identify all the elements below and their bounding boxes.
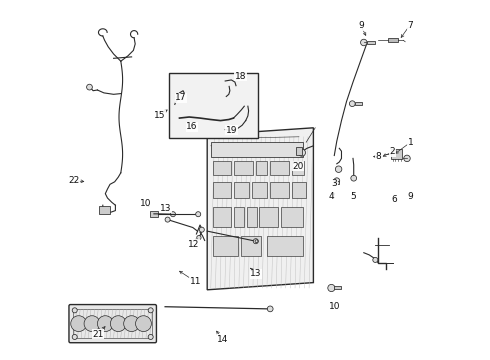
- Circle shape: [268, 306, 273, 312]
- Bar: [247, 207, 257, 227]
- Bar: [391, 149, 402, 159]
- Circle shape: [226, 128, 231, 133]
- Bar: [270, 161, 289, 175]
- Circle shape: [172, 103, 177, 108]
- Bar: [259, 207, 278, 227]
- Circle shape: [404, 155, 410, 162]
- Bar: [270, 182, 289, 198]
- Bar: [213, 182, 231, 198]
- Circle shape: [72, 308, 77, 313]
- Bar: [213, 207, 231, 227]
- Text: 22: 22: [69, 176, 80, 185]
- Circle shape: [349, 101, 355, 107]
- Bar: [256, 161, 267, 175]
- Bar: [242, 236, 261, 256]
- Text: 13: 13: [250, 269, 262, 278]
- Bar: [234, 161, 253, 175]
- Circle shape: [218, 116, 223, 121]
- Circle shape: [196, 212, 201, 217]
- Circle shape: [136, 316, 151, 332]
- Text: 4: 4: [329, 192, 334, 201]
- Circle shape: [361, 39, 367, 46]
- Text: 20: 20: [293, 162, 304, 171]
- FancyBboxPatch shape: [69, 305, 156, 343]
- Circle shape: [253, 239, 258, 244]
- Circle shape: [255, 240, 258, 243]
- Bar: [99, 206, 110, 214]
- Circle shape: [328, 284, 335, 292]
- Bar: [74, 309, 152, 338]
- Circle shape: [179, 114, 185, 120]
- Text: 15: 15: [153, 111, 165, 120]
- Bar: [213, 161, 231, 175]
- Text: 10: 10: [140, 199, 152, 208]
- Text: 16: 16: [186, 122, 197, 131]
- Circle shape: [197, 235, 201, 240]
- Bar: [267, 236, 303, 256]
- Text: 21: 21: [93, 330, 104, 338]
- Circle shape: [148, 334, 153, 339]
- Circle shape: [298, 149, 305, 156]
- Circle shape: [98, 316, 113, 332]
- Bar: [296, 147, 302, 155]
- Text: 2: 2: [390, 148, 395, 156]
- Circle shape: [71, 316, 87, 332]
- Circle shape: [72, 334, 77, 339]
- Text: 5: 5: [350, 192, 356, 201]
- Circle shape: [351, 175, 357, 181]
- Circle shape: [87, 84, 92, 90]
- Bar: [234, 182, 248, 198]
- Circle shape: [165, 217, 170, 222]
- Bar: [355, 102, 362, 105]
- Text: 8: 8: [375, 152, 381, 161]
- Bar: [211, 142, 303, 157]
- Circle shape: [229, 76, 235, 81]
- Text: 12: 12: [188, 240, 199, 248]
- Bar: [388, 38, 398, 42]
- Bar: [368, 41, 374, 44]
- Circle shape: [224, 82, 229, 87]
- Text: 17: 17: [175, 94, 187, 102]
- Text: 18: 18: [235, 72, 246, 81]
- Circle shape: [123, 316, 140, 332]
- Circle shape: [335, 166, 342, 172]
- Bar: [281, 207, 303, 227]
- Circle shape: [373, 257, 378, 262]
- Text: 13: 13: [160, 204, 172, 212]
- Circle shape: [148, 308, 153, 313]
- Bar: [334, 286, 342, 289]
- Circle shape: [84, 316, 100, 332]
- Text: 9: 9: [358, 21, 364, 30]
- Bar: [234, 207, 245, 227]
- Bar: [292, 182, 306, 198]
- Bar: [334, 181, 339, 184]
- Text: 6: 6: [392, 195, 397, 204]
- Text: 11: 11: [190, 277, 201, 286]
- Text: 3: 3: [331, 179, 337, 188]
- Circle shape: [171, 212, 175, 217]
- Text: 7: 7: [407, 21, 413, 30]
- Bar: [213, 236, 238, 256]
- Circle shape: [199, 227, 204, 232]
- Bar: [292, 161, 304, 175]
- Text: 14: 14: [217, 335, 228, 343]
- Circle shape: [182, 92, 189, 99]
- Circle shape: [110, 316, 126, 332]
- Text: 9: 9: [408, 192, 414, 201]
- Bar: [150, 211, 158, 217]
- Text: 19: 19: [225, 126, 237, 135]
- Circle shape: [197, 115, 202, 120]
- Polygon shape: [207, 128, 314, 290]
- Circle shape: [334, 178, 340, 184]
- Text: 10: 10: [328, 302, 340, 311]
- Bar: [169, 73, 258, 138]
- Text: 1: 1: [408, 138, 414, 147]
- Bar: [252, 182, 267, 198]
